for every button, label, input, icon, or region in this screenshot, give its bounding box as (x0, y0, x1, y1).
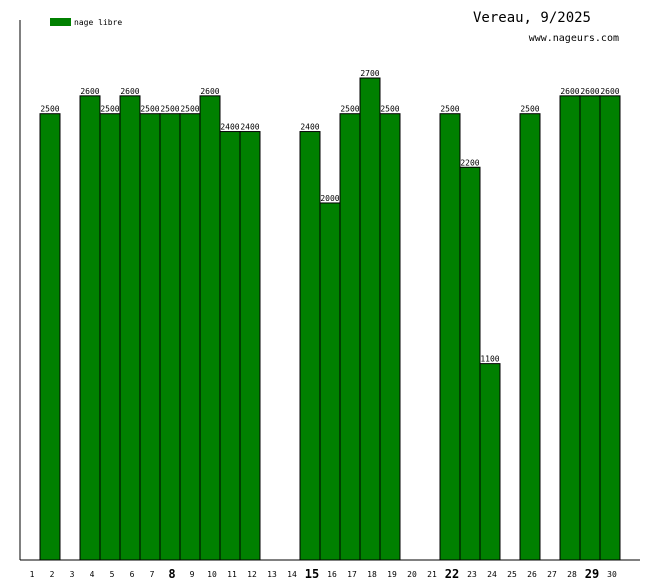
bar-day-2 (39, 113, 61, 561)
value-label-day-9: 2500 (180, 105, 199, 114)
bars-layer (39, 77, 621, 561)
value-label-day-5: 2500 (100, 105, 119, 114)
value-label-day-18: 2700 (360, 69, 379, 78)
x-tick-label-25: 25 (507, 570, 517, 579)
legend-swatch (50, 18, 71, 26)
value-label-day-24: 1100 (480, 355, 499, 364)
x-tick-label-22: 22 (445, 567, 459, 580)
value-label-day-12: 2400 (240, 123, 259, 132)
bar-day-10 (199, 95, 221, 561)
value-label-day-16: 2000 (320, 194, 339, 203)
value-label-day-30: 2600 (600, 87, 619, 96)
bar-day-15 (299, 131, 321, 561)
x-tick-label-27: 27 (547, 570, 557, 579)
x-tick-label-5: 5 (110, 570, 115, 579)
chart-title: Vereau, 9/2025 (473, 10, 591, 26)
bar-day-22 (439, 113, 461, 561)
bar-day-7 (139, 113, 161, 561)
x-tick-label-9: 9 (190, 570, 195, 579)
bar-day-16 (319, 202, 341, 561)
x-tick-label-1: 1 (30, 570, 35, 579)
bar-day-6 (119, 95, 141, 561)
x-tick-label-7: 7 (150, 570, 155, 579)
x-tick-label-11: 11 (227, 570, 237, 579)
value-label-day-15: 2400 (300, 123, 319, 132)
x-tick-label-10: 10 (207, 570, 217, 579)
value-label-day-26: 2500 (520, 105, 539, 114)
bar-day-5 (99, 113, 121, 561)
x-tick-labels-layer: 1 2 3 4 5 6 7 8 9 10 11 12 13 14 15 16 17 18 19 20 21 22 23 24 2… (30, 567, 617, 581)
x-tick-label-8: 8 (168, 567, 175, 580)
value-label-day-7: 2500 (140, 105, 159, 114)
value-label-day-17: 2500 (340, 105, 359, 114)
bar-day-8 (159, 113, 181, 561)
value-label-day-28: 2600 (560, 87, 579, 96)
x-tick-label-28: 28 (567, 570, 577, 579)
value-label-day-4: 2600 (80, 87, 99, 96)
value-label-day-10: 2600 (200, 87, 219, 96)
bar-day-23 (459, 166, 481, 561)
x-tick-label-12: 12 (247, 570, 257, 579)
bar-day-24 (479, 363, 501, 561)
x-tick-label-23: 23 (467, 570, 477, 579)
x-tick-label-3: 3 (70, 570, 75, 579)
bar-day-12 (239, 131, 261, 561)
x-tick-label-13: 13 (267, 570, 277, 579)
x-tick-label-15: 15 (305, 567, 319, 580)
x-tick-label-2: 2 (50, 570, 55, 579)
value-label-day-8: 2500 (160, 105, 179, 114)
x-tick-label-17: 17 (347, 570, 357, 579)
x-tick-label-21: 21 (427, 570, 437, 579)
bar-day-11 (219, 131, 241, 561)
value-label-day-11: 2400 (220, 123, 239, 132)
value-label-day-19: 2500 (380, 105, 399, 114)
bar-day-17 (339, 113, 361, 561)
x-tick-label-14: 14 (287, 570, 297, 579)
x-tick-label-29: 29 (585, 567, 599, 580)
bar-day-26 (519, 113, 541, 561)
bar-day-9 (179, 113, 201, 561)
bar-day-19 (379, 113, 401, 561)
legend-label: nage libre (74, 18, 122, 27)
x-tick-label-24: 24 (487, 570, 497, 579)
bar-day-29 (579, 95, 601, 561)
x-tick-label-16: 16 (327, 570, 337, 579)
value-label-day-22: 2500 (440, 105, 459, 114)
x-tick-label-19: 19 (387, 570, 397, 579)
x-tick-label-18: 18 (367, 570, 377, 579)
x-tick-label-4: 4 (90, 570, 95, 579)
bar-day-28 (559, 95, 581, 561)
bar-day-30 (599, 95, 621, 561)
bar-day-4 (79, 95, 101, 561)
x-tick-label-30: 30 (607, 570, 617, 579)
value-label-day-23: 2200 (460, 158, 479, 167)
x-tick-label-26: 26 (527, 570, 537, 579)
bar-day-18 (359, 77, 381, 561)
value-label-day-2: 2500 (40, 105, 59, 114)
x-tick-label-6: 6 (130, 570, 135, 579)
value-label-day-6: 2600 (120, 87, 139, 96)
value-label-day-29: 2600 (580, 87, 599, 96)
x-tick-label-20: 20 (407, 570, 417, 579)
site-url: www.nageurs.com (529, 33, 619, 44)
